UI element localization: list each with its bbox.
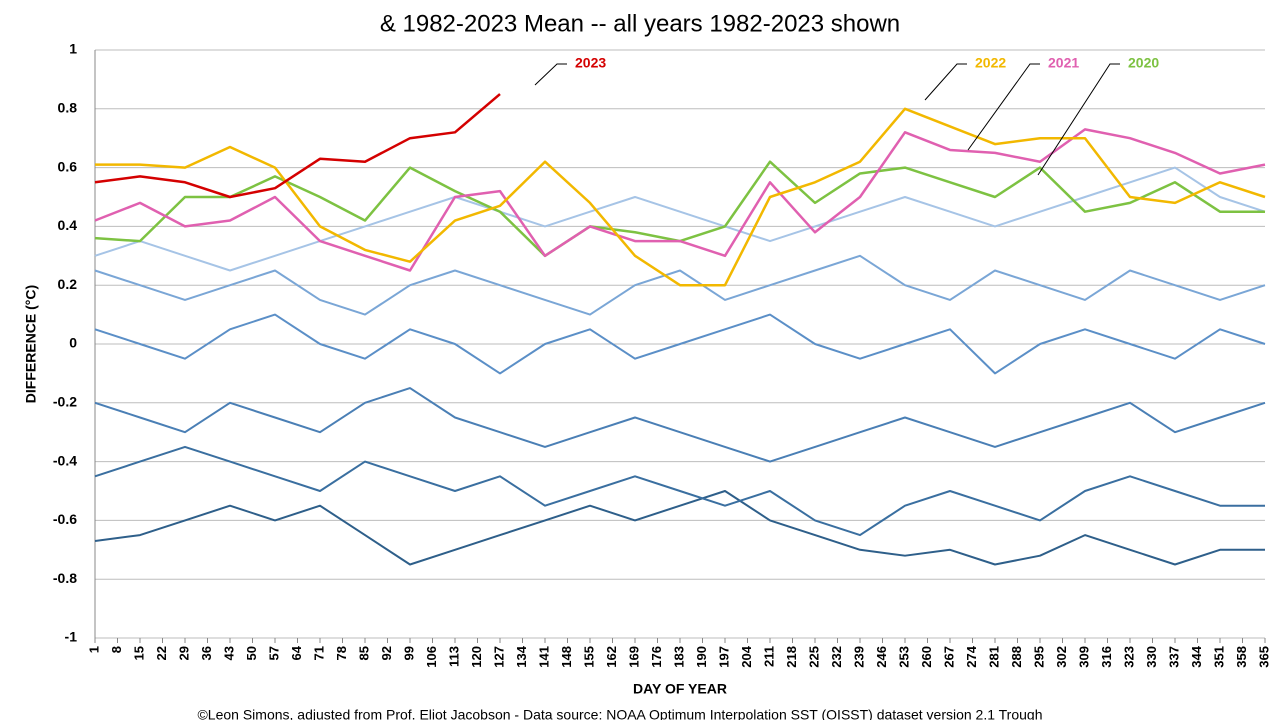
chart-title: & 1982-2023 Mean -- all years 1982-2023 …	[380, 10, 900, 37]
series-label: 2023	[575, 55, 606, 71]
x-tick-label: 64	[289, 645, 304, 660]
series-line	[95, 107, 1266, 287]
series-line	[94, 490, 1265, 566]
x-tick-label: 225	[806, 646, 821, 668]
x-tick-label: 288	[1009, 646, 1024, 668]
x-tick-label: 92	[379, 646, 394, 660]
leader-line	[1037, 63, 1120, 176]
leader-line	[924, 63, 967, 101]
series-label: 2021	[1048, 55, 1079, 71]
x-tick-label: 281	[986, 646, 1001, 668]
x-tick-label: 330	[1144, 646, 1159, 668]
y-tick-label: -0.4	[53, 452, 77, 468]
x-tick-label: 197	[716, 646, 731, 668]
x-tick-label: 351	[1211, 646, 1226, 668]
x-tick-label: 134	[514, 645, 529, 667]
x-tick-label: 57	[266, 646, 281, 660]
y-tick-label: -0.8	[53, 570, 77, 586]
y-tick-label: -1	[65, 629, 78, 645]
x-tick-label: 365	[1256, 646, 1271, 668]
x-tick-label: 8	[109, 646, 124, 653]
x-tick-label: 113	[446, 646, 461, 667]
x-tick-label: 204	[739, 645, 754, 667]
x-tick-label: 99	[401, 646, 416, 660]
y-tick-label: 0.8	[58, 100, 78, 116]
x-tick-label: 22	[154, 646, 169, 660]
y-tick-label: 0.6	[58, 158, 78, 174]
series-line	[94, 387, 1266, 463]
x-tick-label: 15	[131, 646, 146, 660]
x-tick-label: 29	[176, 646, 191, 660]
x-tick-label: 295	[1031, 646, 1046, 668]
y-tick-label: 0	[69, 335, 77, 351]
x-tick-label: 218	[784, 646, 799, 668]
y-tick-label: 1	[69, 41, 77, 57]
x-tick-label: 190	[694, 646, 709, 668]
x-tick-label: 1	[86, 646, 101, 653]
x-tick-label: 85	[356, 646, 371, 660]
x-tick-label: 316	[1099, 646, 1114, 668]
x-tick-label: 50	[244, 646, 259, 660]
y-tick-label: 0.2	[58, 276, 78, 292]
series-line	[94, 128, 1266, 272]
series-label: 2022	[975, 55, 1006, 71]
x-tick-label: 323	[1121, 646, 1136, 668]
x-tick-label: 302	[1054, 646, 1069, 668]
x-tick-label: 176	[649, 646, 664, 668]
x-tick-label: 106	[424, 646, 439, 668]
series-line	[94, 166, 1266, 272]
x-tick-label: 169	[626, 646, 641, 668]
x-tick-label: 337	[1166, 646, 1181, 668]
leader-line	[967, 63, 1040, 151]
series-line	[94, 93, 501, 199]
x-axis-title: DAY OF YEAR	[633, 681, 727, 697]
x-tick-label: 274	[964, 645, 979, 667]
x-tick-label: 239	[851, 646, 866, 668]
x-tick-label: 260	[919, 646, 934, 668]
x-tick-label: 358	[1234, 646, 1249, 668]
series-line	[94, 254, 1266, 316]
series-line	[94, 445, 1265, 537]
x-tick-label: 183	[671, 646, 686, 668]
x-tick-label: 253	[896, 646, 911, 668]
x-tick-label: 344	[1189, 645, 1204, 667]
x-tick-label: 148	[559, 646, 574, 668]
y-tick-label: 0.4	[58, 217, 78, 233]
y-tick-label: -0.6	[53, 511, 77, 527]
x-tick-label: 162	[604, 646, 619, 668]
x-tick-label: 155	[581, 646, 596, 668]
x-tick-label: 232	[829, 646, 844, 668]
series-label: 2020	[1128, 55, 1159, 71]
x-tick-label: 211	[761, 646, 776, 667]
y-axis-title: DIFFERENCE (°C)	[23, 285, 39, 403]
x-tick-label: 246	[874, 646, 889, 668]
x-tick-label: 36	[199, 646, 214, 660]
x-tick-label: 120	[469, 646, 484, 668]
x-tick-label: 267	[941, 646, 956, 668]
leader-line	[534, 63, 567, 86]
x-tick-label: 141	[536, 646, 551, 668]
x-tick-label: 127	[491, 646, 506, 668]
series-line	[94, 313, 1266, 375]
x-tick-label: 43	[221, 646, 236, 660]
y-tick-label: -0.2	[53, 394, 77, 410]
footer: ©Leon Simons, adjusted from Prof. Eliot …	[197, 707, 1042, 720]
x-tick-label: 309	[1076, 646, 1091, 668]
x-tick-label: 71	[311, 646, 326, 660]
x-tick-label: 78	[334, 646, 349, 660]
